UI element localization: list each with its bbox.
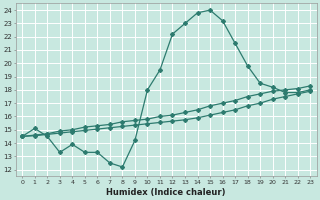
X-axis label: Humidex (Indice chaleur): Humidex (Indice chaleur) xyxy=(107,188,226,197)
